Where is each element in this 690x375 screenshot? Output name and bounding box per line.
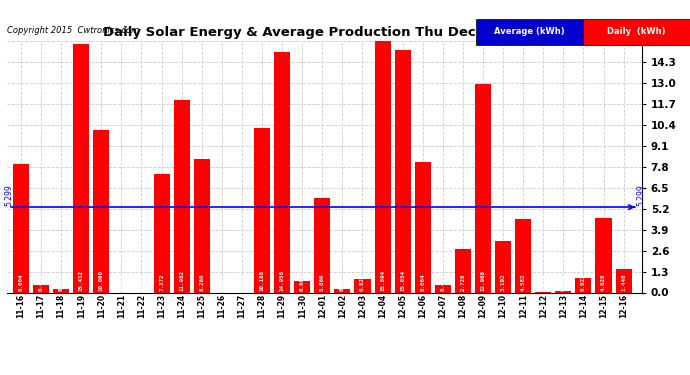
Text: 15.412: 15.412: [79, 270, 83, 291]
Text: 5.299: 5.299: [4, 184, 13, 206]
Text: 4.628: 4.628: [601, 274, 606, 291]
Text: 0.470: 0.470: [440, 274, 445, 291]
Bar: [93, 130, 109, 292]
Bar: [314, 198, 331, 292]
Text: 14.956: 14.956: [279, 270, 284, 291]
Text: 0.234: 0.234: [340, 274, 345, 291]
Bar: [375, 36, 391, 292]
Bar: [495, 241, 511, 292]
Text: 0.082: 0.082: [561, 274, 566, 291]
Bar: [575, 278, 591, 292]
Bar: [13, 164, 29, 292]
Text: 10.188: 10.188: [259, 270, 264, 291]
Text: 15.034: 15.034: [400, 270, 405, 291]
Bar: [254, 128, 270, 292]
Bar: [274, 52, 290, 292]
Bar: [73, 44, 89, 292]
Bar: [415, 162, 431, 292]
Bar: [194, 159, 210, 292]
Text: 1.448: 1.448: [621, 274, 626, 291]
Bar: [455, 249, 471, 292]
Text: 4.582: 4.582: [521, 274, 526, 291]
Bar: [395, 50, 411, 292]
Text: 12.968: 12.968: [480, 270, 486, 291]
Text: 7.372: 7.372: [159, 274, 164, 291]
Bar: [595, 218, 611, 292]
Text: 0.820: 0.820: [360, 274, 365, 291]
Text: 5.866: 5.866: [319, 274, 325, 291]
Bar: [515, 219, 531, 292]
Text: 0.922: 0.922: [581, 274, 586, 291]
Text: 0.000: 0.000: [139, 274, 144, 291]
Text: 0.000: 0.000: [239, 274, 244, 291]
Bar: [154, 174, 170, 292]
Text: 8.004: 8.004: [19, 274, 23, 291]
Bar: [53, 289, 69, 292]
Text: 0.048: 0.048: [541, 274, 546, 291]
Text: 0.686: 0.686: [299, 274, 305, 291]
Bar: [475, 84, 491, 292]
Bar: [615, 269, 631, 292]
Text: 8.260: 8.260: [199, 274, 204, 291]
Text: 11.982: 11.982: [179, 270, 184, 291]
Text: 0.200: 0.200: [59, 274, 63, 291]
Text: 5.299: 5.299: [636, 184, 645, 206]
Bar: [294, 282, 310, 292]
Text: 0.452: 0.452: [39, 274, 43, 291]
Bar: [435, 285, 451, 292]
Text: 10.060: 10.060: [99, 270, 103, 291]
Text: 2.728: 2.728: [460, 274, 466, 291]
Text: 15.894: 15.894: [380, 270, 385, 291]
Text: Average (kWh): Average (kWh): [494, 27, 565, 36]
Text: 0.000: 0.000: [119, 274, 124, 291]
Bar: [335, 289, 351, 292]
Bar: [33, 285, 49, 292]
Text: Copyright 2015  Cwtronics.com: Copyright 2015 Cwtronics.com: [7, 26, 139, 35]
Title: Daily Solar Energy & Average Production Thu Dec 17 16:26: Daily Solar Energy & Average Production …: [103, 26, 546, 39]
Text: Daily  (kWh): Daily (kWh): [607, 27, 666, 36]
Text: 0.000: 0.000: [219, 274, 224, 291]
Text: 8.084: 8.084: [420, 274, 425, 291]
Bar: [355, 279, 371, 292]
Bar: [174, 99, 190, 292]
Text: 3.192: 3.192: [500, 274, 506, 291]
Bar: [555, 291, 571, 292]
